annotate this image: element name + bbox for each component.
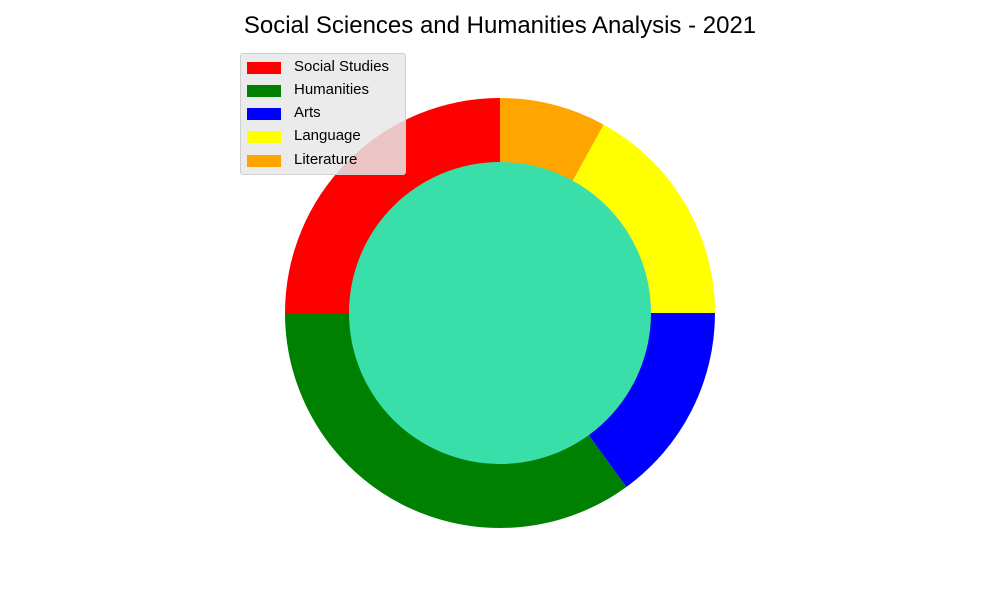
legend-swatch	[247, 85, 281, 97]
slices-group	[285, 98, 715, 529]
legend-swatch	[247, 155, 281, 167]
legend-item-language: Language	[247, 126, 405, 146]
legend-item-arts: Arts	[247, 103, 405, 123]
legend: Social Studies Humanities Arts Language …	[240, 53, 406, 175]
legend-label: Social Studies	[294, 58, 390, 75]
legend-item-social-studies: Social Studies	[247, 57, 405, 77]
legend-label: Arts	[294, 104, 321, 121]
legend-item-literature: Literature	[247, 150, 405, 170]
legend-label: Literature	[294, 151, 358, 168]
legend-label: Language	[294, 127, 361, 144]
legend-swatch	[247, 108, 281, 120]
donut-center	[349, 162, 651, 464]
legend-swatch	[247, 131, 281, 143]
legend-item-humanities: Humanities	[247, 80, 405, 100]
legend-swatch	[247, 62, 281, 74]
chart-title: Social Sciences and Humanities Analysis …	[243, 12, 757, 39]
legend-label: Humanities	[294, 81, 370, 98]
